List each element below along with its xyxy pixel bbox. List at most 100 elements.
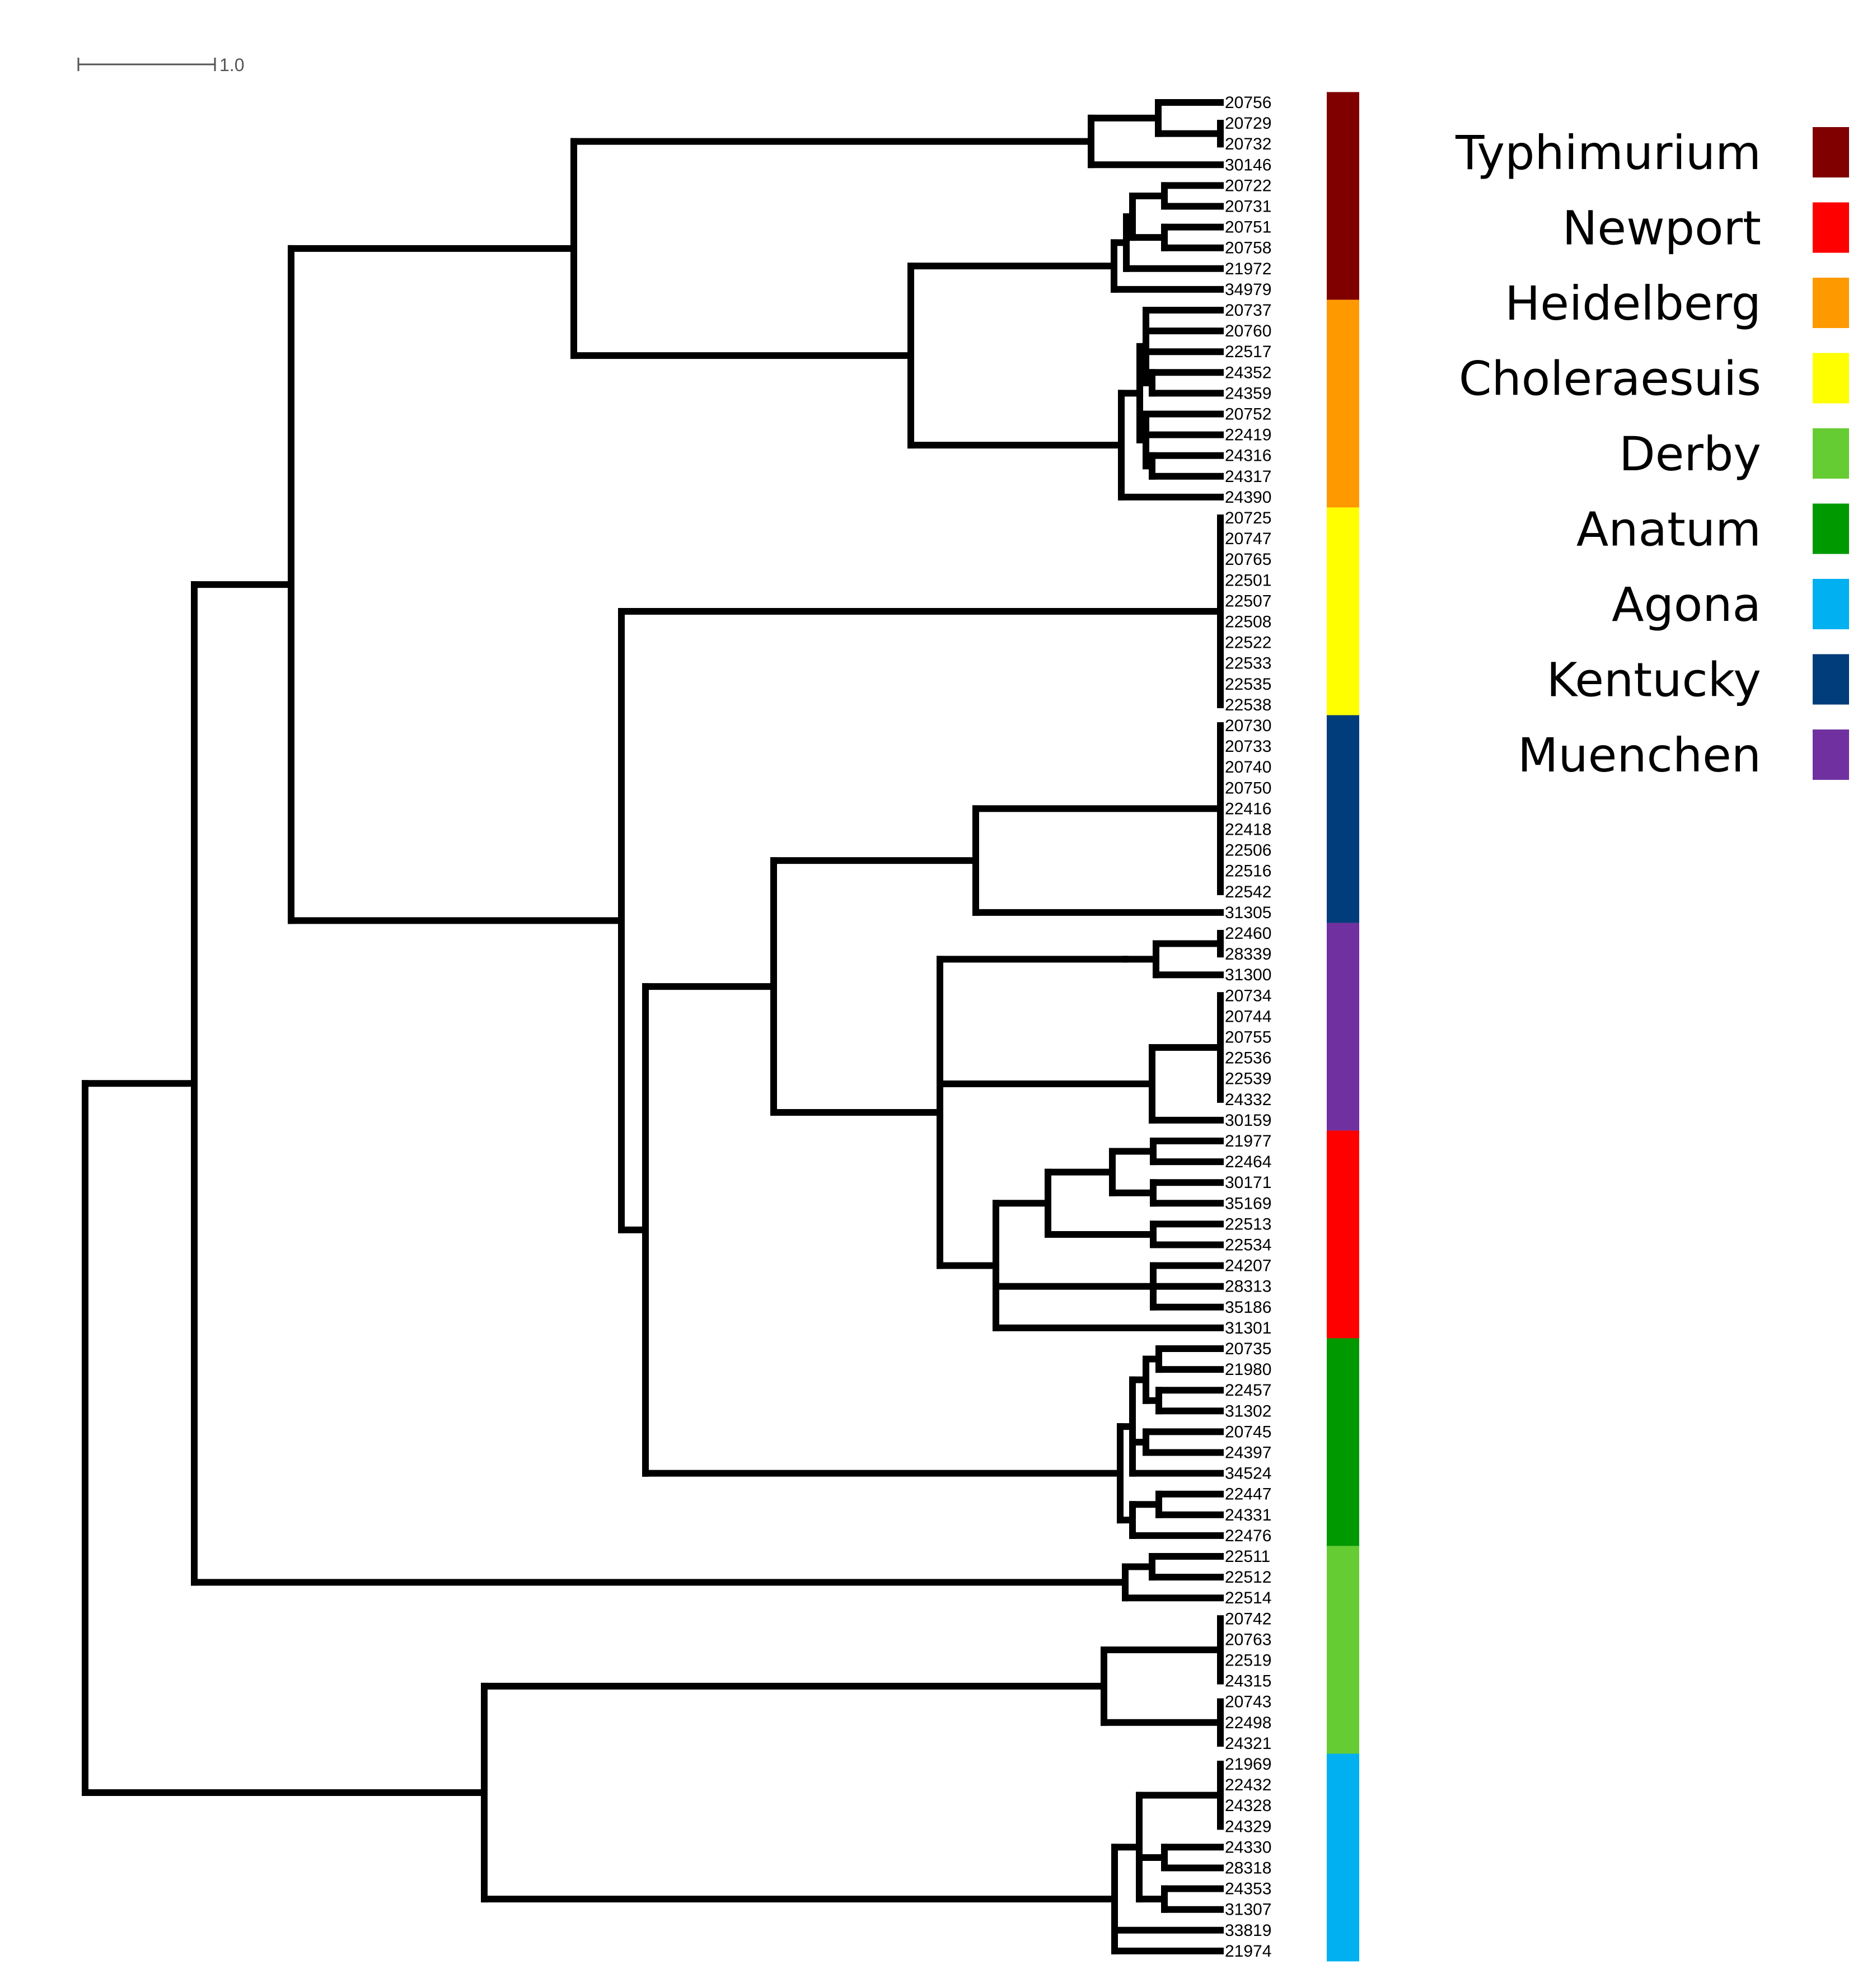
- tip-label: 22447: [1225, 1485, 1271, 1504]
- tip-label: 28318: [1225, 1859, 1271, 1878]
- tip-label: 22476: [1225, 1527, 1271, 1545]
- tip-label: 20740: [1225, 758, 1271, 777]
- legend-swatch-heidelberg: [1813, 278, 1849, 328]
- tip-label: 31300: [1225, 966, 1271, 984]
- tip-label: 24353: [1225, 1880, 1271, 1898]
- tip-label: 22507: [1225, 592, 1271, 610]
- tip-label: 33819: [1225, 1921, 1271, 1940]
- tip-label: 24330: [1225, 1838, 1271, 1856]
- tip-label: 22464: [1225, 1153, 1271, 1171]
- tip-label: 20731: [1225, 198, 1271, 216]
- legend-label-derby: Derby: [1619, 427, 1761, 481]
- tip-label: 20752: [1225, 405, 1271, 424]
- tip-label: 20735: [1225, 1340, 1271, 1358]
- tip-label: 22506: [1225, 841, 1271, 860]
- tip-label: 20765: [1225, 550, 1271, 569]
- tip-label: 24390: [1225, 488, 1271, 507]
- tip-label: 28313: [1225, 1278, 1271, 1296]
- tip-label: 21974: [1225, 1942, 1271, 1961]
- tip-label: 24332: [1225, 1091, 1271, 1109]
- tip-label: 20722: [1225, 176, 1271, 195]
- legend-swatch-kentucky: [1813, 654, 1849, 705]
- tip-label: 20734: [1225, 986, 1271, 1005]
- legend-label-choleraesuis: Choleraesuis: [1459, 352, 1761, 406]
- tip-label: 21969: [1225, 1755, 1271, 1774]
- tip-label: 30146: [1225, 156, 1271, 174]
- tip-label: 21972: [1225, 260, 1271, 278]
- tip-label: 24397: [1225, 1444, 1271, 1462]
- tip-label: 31307: [1225, 1901, 1271, 1919]
- tip-label: 24331: [1225, 1506, 1271, 1524]
- tip-label: 22538: [1225, 696, 1271, 714]
- tip-label: 21977: [1225, 1132, 1271, 1150]
- tip-label: 22501: [1225, 571, 1271, 590]
- tip-label: 22416: [1225, 799, 1271, 818]
- tip-label: 20732: [1225, 135, 1271, 153]
- tip-label: 24207: [1225, 1257, 1271, 1275]
- tip-label: 22460: [1225, 924, 1271, 943]
- tip-label: 24359: [1225, 384, 1271, 403]
- tip-label: 20756: [1225, 93, 1271, 112]
- tip-label: 22498: [1225, 1714, 1271, 1732]
- tip-label: 22512: [1225, 1568, 1271, 1587]
- tip-label: 35169: [1225, 1194, 1271, 1213]
- strip-block-kentucky: [1327, 715, 1359, 923]
- tip-label: 22419: [1225, 426, 1271, 445]
- tip-label: 22533: [1225, 654, 1271, 673]
- legend-swatch-muenchen: [1813, 729, 1849, 780]
- tip-label: 30159: [1225, 1111, 1271, 1130]
- tip-label: 24321: [1225, 1734, 1271, 1753]
- tip-label: 20763: [1225, 1630, 1271, 1649]
- tip-label: 24315: [1225, 1672, 1271, 1691]
- tip-label: 22542: [1225, 883, 1271, 901]
- scale-bar-label: 1.0: [219, 55, 244, 75]
- legend-swatch-choleraesuis: [1813, 353, 1849, 404]
- tip-label: 20744: [1225, 1007, 1271, 1026]
- legend-label-typhimurium: Typhimurium: [1455, 125, 1761, 180]
- legend-swatch-agona: [1813, 579, 1849, 629]
- legend-label-heidelberg: Heidelberg: [1505, 276, 1761, 331]
- tip-label: 20737: [1225, 301, 1271, 320]
- tip-label: 35186: [1225, 1298, 1271, 1317]
- legend-label-kentucky: Kentucky: [1546, 653, 1761, 708]
- tip-label: 22516: [1225, 862, 1271, 881]
- legend-swatch-typhimurium: [1813, 127, 1849, 177]
- tip-label: 20755: [1225, 1028, 1271, 1047]
- tip-label: 20733: [1225, 737, 1271, 756]
- tip-label: 20745: [1225, 1423, 1271, 1441]
- tip-label: 22534: [1225, 1236, 1271, 1255]
- strip-block-muenchen: [1327, 923, 1359, 1131]
- legend-label-newport: Newport: [1562, 201, 1761, 256]
- tip-label: 20730: [1225, 717, 1271, 735]
- tip-label: 22514: [1225, 1589, 1271, 1607]
- tip-label: 24328: [1225, 1797, 1271, 1815]
- tip-label: 31301: [1225, 1319, 1271, 1337]
- tip-label: 22457: [1225, 1381, 1271, 1400]
- tip-label: 20742: [1225, 1610, 1271, 1628]
- strip-block-heidelberg: [1327, 300, 1359, 508]
- legend-swatch-anatum: [1813, 503, 1849, 554]
- strip-block-anatum: [1327, 1338, 1359, 1546]
- tip-label: 22536: [1225, 1049, 1271, 1068]
- tip-label: 22519: [1225, 1652, 1271, 1670]
- tip-label: 22432: [1225, 1776, 1271, 1794]
- tip-label: 22511: [1225, 1547, 1270, 1566]
- tip-label: 31305: [1225, 904, 1271, 922]
- tip-label: 20758: [1225, 239, 1271, 258]
- strip-block-agona: [1327, 1753, 1359, 1962]
- strip-block-newport: [1327, 1130, 1359, 1339]
- tip-label: 20750: [1225, 779, 1271, 797]
- legend-label-anatum: Anatum: [1576, 502, 1761, 557]
- tip-label: 24352: [1225, 363, 1271, 382]
- tip-label: 20725: [1225, 509, 1271, 527]
- legend-swatch-newport: [1813, 202, 1849, 253]
- tip-label: 28339: [1225, 945, 1271, 963]
- strip-block-derby: [1327, 1546, 1359, 1754]
- tip-label: 20747: [1225, 530, 1271, 548]
- tip-label: 30171: [1225, 1173, 1271, 1192]
- tip-label: 34524: [1225, 1465, 1271, 1483]
- tip-label: 21980: [1225, 1360, 1271, 1379]
